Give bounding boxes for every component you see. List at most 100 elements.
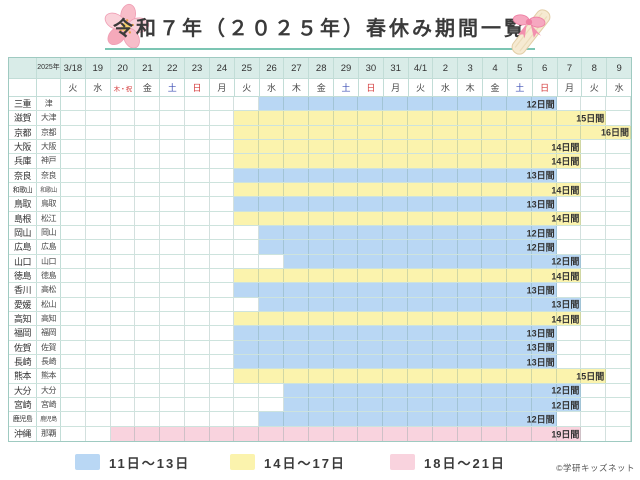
grid-cell xyxy=(234,240,260,254)
weekday-label: 火 xyxy=(416,83,426,93)
break-period-bar xyxy=(259,225,557,240)
prefecture-label: 高知 xyxy=(9,311,37,326)
grid-cell xyxy=(86,383,111,397)
table-row: 佐賀 佐賀 13日間 xyxy=(9,340,631,355)
row-timeline: 13日間 xyxy=(61,297,631,311)
date-header-cell: 23 xyxy=(185,58,210,78)
grid-cell xyxy=(581,139,607,154)
grid-cell xyxy=(185,297,210,311)
grid-cell xyxy=(86,268,111,283)
legend-swatch-blue xyxy=(75,454,100,470)
grid-cell xyxy=(86,340,111,354)
break-period-bar xyxy=(284,397,582,412)
grid-cell xyxy=(160,311,185,326)
grid-cell xyxy=(557,197,582,211)
prefecture-label: 徳島 xyxy=(9,268,37,283)
grid-cell xyxy=(185,111,210,125)
break-period-bar xyxy=(234,197,557,211)
prefecture-header-cell xyxy=(9,58,37,78)
grid-cell xyxy=(234,297,260,311)
city-label: 奈良 xyxy=(37,168,61,182)
table-row: 京都 京都 16日間 xyxy=(9,125,631,140)
date-header-cell: 29 xyxy=(334,58,359,78)
prefecture-label: 香川 xyxy=(9,283,37,297)
weekday-label: 金 xyxy=(142,83,152,93)
duration-label: 16日間 xyxy=(600,127,629,138)
grid-cell xyxy=(606,154,631,168)
prefecture-label: 佐賀 xyxy=(9,340,37,354)
table-row: 島根 松江 14日間 xyxy=(9,211,631,226)
break-period-bar xyxy=(234,125,631,139)
city-label: 高松 xyxy=(37,283,61,297)
grid-cell xyxy=(61,412,86,426)
grid-cell xyxy=(111,268,136,283)
grid-cell xyxy=(61,397,86,412)
grid-cell xyxy=(185,354,210,369)
table-row: 岡山 岡山 12日間 xyxy=(9,225,631,241)
grid-cell xyxy=(86,240,111,254)
break-period-bar xyxy=(259,97,557,111)
grid-cell xyxy=(135,125,161,139)
grid-cell xyxy=(234,97,260,111)
grid-cell xyxy=(185,225,210,240)
legend-label: 18日～21日 xyxy=(424,455,506,471)
grid-cell xyxy=(86,412,111,426)
duration-label: 19日間 xyxy=(551,429,580,440)
grid-cell xyxy=(61,225,86,240)
grid-cell xyxy=(135,354,161,369)
prefecture-label: 大阪 xyxy=(9,139,37,154)
grid-cell xyxy=(581,197,607,211)
weekday-label: 金 xyxy=(490,83,500,93)
grid-cell xyxy=(135,326,161,340)
grid-cell xyxy=(86,197,111,211)
grid-cell xyxy=(557,225,582,240)
grid-cell xyxy=(210,369,235,383)
grid-cell xyxy=(185,197,210,211)
grid-cell xyxy=(111,397,136,412)
weekday-cell: 木・祝 xyxy=(111,79,136,96)
city-label: 徳島 xyxy=(37,268,61,283)
date-header-cell: 26 xyxy=(260,58,285,78)
schedule-table: 2025年 3/18 19 20 21 22 23 24 25 26 27 28 29 30 31 4/1 2 3… xyxy=(8,57,632,442)
table-row: 兵庫 神戸 14日間 xyxy=(9,154,631,169)
date-header-row: 2025年 3/18 19 20 21 22 23 24 25 26 27 28 29 30 31 4/1 2 3… xyxy=(9,58,631,79)
break-period-bar xyxy=(234,111,607,125)
duration-label: 14日間 xyxy=(551,156,580,167)
grid-cell xyxy=(61,154,86,168)
weekday-cell: 水 xyxy=(86,79,111,96)
grid-cell xyxy=(160,225,185,240)
grid-cell xyxy=(86,297,111,311)
weekday-label: 日 xyxy=(192,83,202,93)
weekday-label: 水 xyxy=(440,83,450,93)
prefecture-header-cell-empty xyxy=(9,79,37,96)
weekday-label: 火 xyxy=(242,83,252,93)
table-row: 高知 高知 14日間 xyxy=(9,311,631,327)
grid-cell xyxy=(111,240,136,254)
grid-cell xyxy=(185,383,210,397)
city-label: 山口 xyxy=(37,254,61,268)
grid-cell xyxy=(557,340,582,354)
diploma-scroll-icon xyxy=(511,9,551,55)
table-row: 大分 大分 12日間 xyxy=(9,383,631,398)
grid-cell xyxy=(210,225,235,240)
prefecture-label: 岡山 xyxy=(9,225,37,240)
weekday-label: 土 xyxy=(167,83,177,93)
weekday-cell: 月 xyxy=(384,79,409,96)
row-timeline: 14日間 xyxy=(61,139,631,154)
break-period-bar xyxy=(284,383,582,397)
weekday-label: 日 xyxy=(366,83,376,93)
city-label: 松山 xyxy=(37,297,61,311)
city-label: 津 xyxy=(37,97,61,111)
legend-label: 11日～13日 xyxy=(109,455,191,471)
row-timeline: 13日間 xyxy=(61,354,631,369)
row-timeline: 14日間 xyxy=(61,154,631,168)
grid-cell xyxy=(606,197,631,211)
grid-cell xyxy=(185,211,210,225)
grid-cell xyxy=(210,383,235,397)
duration-label: 12日間 xyxy=(526,242,555,253)
grid-cell xyxy=(135,197,161,211)
cherry-blossom-icon xyxy=(104,3,150,49)
city-label: 鳥取 xyxy=(37,197,61,211)
duration-label: 15日間 xyxy=(576,371,605,382)
prefecture-label: 和歌山 xyxy=(9,182,37,197)
